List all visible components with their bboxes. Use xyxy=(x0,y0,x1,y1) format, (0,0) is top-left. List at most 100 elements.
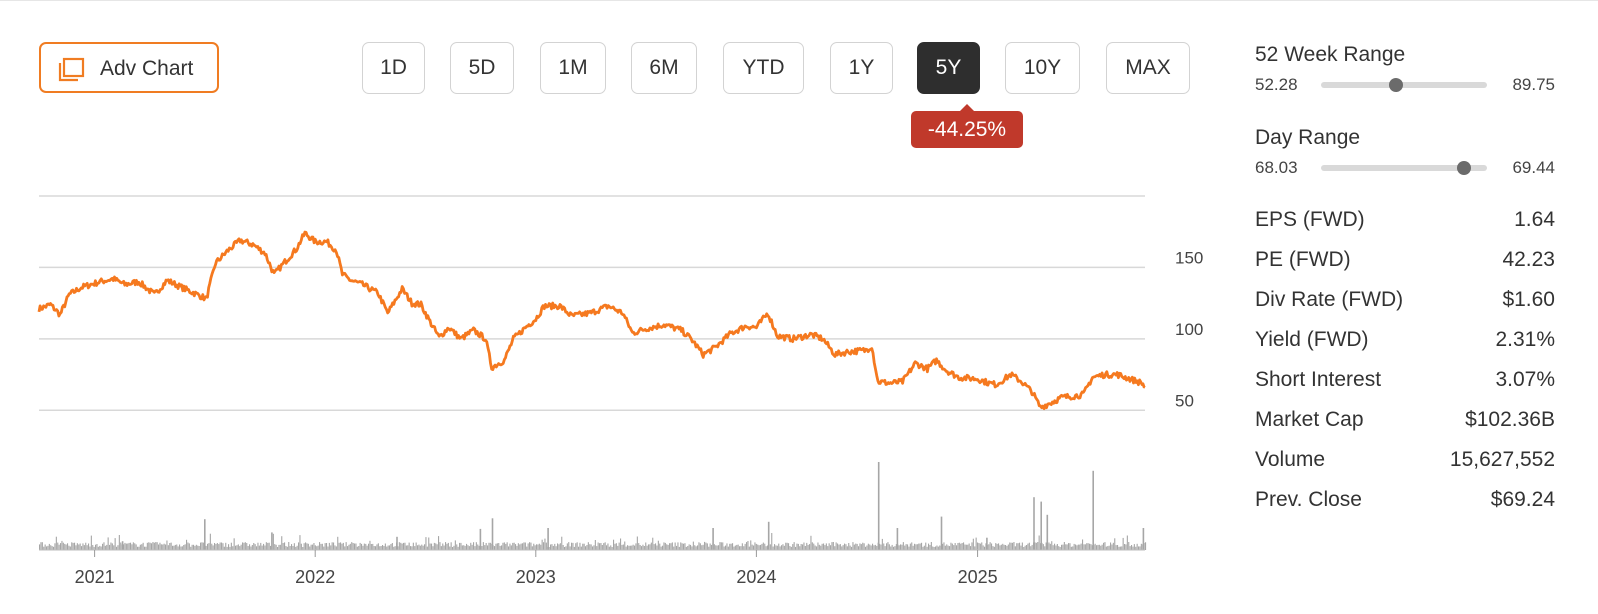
volume-bar xyxy=(400,542,402,550)
volume-bar xyxy=(474,546,476,550)
volume-bar xyxy=(1017,543,1019,550)
volume-bar xyxy=(281,536,283,550)
volume-bar xyxy=(524,542,526,550)
volume-bar xyxy=(407,545,409,550)
volume-bar xyxy=(354,543,356,550)
volume-bar xyxy=(436,544,438,550)
volume-bar xyxy=(1125,544,1127,550)
volume-bar xyxy=(1056,544,1058,550)
volume-bar xyxy=(1000,544,1002,550)
volume-bar xyxy=(432,546,434,550)
volume-bar xyxy=(799,546,801,550)
volume-bar xyxy=(884,546,886,550)
volume-bar xyxy=(1100,545,1102,550)
volume-bar xyxy=(803,542,805,550)
volume-bar xyxy=(501,545,503,550)
volume-bar xyxy=(286,546,288,550)
volume-bar xyxy=(592,546,594,550)
volume-bar xyxy=(494,546,496,550)
period-button-10y[interactable]: 10Y xyxy=(1005,42,1080,94)
volume-bar xyxy=(858,546,860,550)
volume-bar xyxy=(617,545,619,550)
volume-bar xyxy=(163,543,165,550)
volume-bar xyxy=(1110,542,1112,550)
volume-bar xyxy=(125,543,127,550)
volume-bar xyxy=(900,544,902,550)
period-button-1y[interactable]: 1Y xyxy=(830,42,893,94)
volume-spike xyxy=(121,541,124,550)
volume-bar xyxy=(46,546,48,550)
volume-bar xyxy=(935,546,937,550)
volume-bar xyxy=(972,538,974,550)
week52-marker xyxy=(1388,78,1403,92)
volume-bar xyxy=(446,543,448,550)
y-tick-label: 50 xyxy=(1175,391,1194,410)
volume-bar xyxy=(508,546,510,550)
volume-bar xyxy=(585,546,587,550)
period-button-ytd[interactable]: YTD xyxy=(723,42,804,94)
volume-bar xyxy=(788,543,790,550)
y-axis-labels: 50 100 150 xyxy=(1175,248,1203,410)
period-button-5d[interactable]: 5D xyxy=(450,42,514,94)
volume-bar xyxy=(901,544,903,550)
period-button-max[interactable]: MAX xyxy=(1106,42,1190,94)
period-button-1d[interactable]: 1D xyxy=(362,42,425,94)
volume-bar xyxy=(156,542,158,550)
volume-bar xyxy=(782,544,784,550)
volume-bar xyxy=(219,542,221,550)
volume-bar xyxy=(417,545,419,550)
volume-bar xyxy=(932,546,934,550)
volume-bar xyxy=(433,542,435,550)
volume-bar xyxy=(642,544,644,550)
volume-bar xyxy=(680,542,682,550)
volume-bar xyxy=(464,545,466,550)
volume-bar xyxy=(412,542,414,550)
period-button-6m[interactable]: 6M xyxy=(631,42,697,94)
volume-bar xyxy=(565,546,567,550)
volume-bar xyxy=(512,542,514,550)
volume-bar xyxy=(391,543,393,550)
volume-bar xyxy=(527,543,529,550)
volume-bar xyxy=(64,543,66,550)
volume-spike xyxy=(1142,528,1145,550)
volume-bar xyxy=(321,543,323,550)
volume-bar xyxy=(90,535,92,550)
volume-bar xyxy=(846,546,848,550)
volume-bar xyxy=(470,542,472,550)
volume-bar xyxy=(270,545,272,550)
period-button-1m[interactable]: 1M xyxy=(540,42,606,94)
volume-bar xyxy=(285,546,287,550)
volume-bar xyxy=(1026,545,1028,550)
volume-bar xyxy=(911,542,913,550)
volume-bar xyxy=(228,544,230,550)
volume-bar xyxy=(989,542,991,550)
volume-spike xyxy=(396,536,398,550)
volume-bar xyxy=(393,546,395,550)
volume-spike xyxy=(1092,470,1094,550)
volume-bar xyxy=(656,545,658,550)
volume-bar xyxy=(463,545,465,550)
volume-bar xyxy=(404,542,406,550)
volume-bar xyxy=(566,543,568,550)
period-button-5y[interactable]: 5Y xyxy=(917,42,980,94)
volume-bar xyxy=(676,545,678,550)
volume-bar xyxy=(113,545,115,550)
volume-bar xyxy=(496,543,498,550)
volume-bar xyxy=(569,546,571,550)
stat-label: Short Interest xyxy=(1255,368,1382,391)
volume-bar xyxy=(1090,544,1092,550)
volume-bar xyxy=(698,542,700,550)
volume-bar xyxy=(737,544,739,550)
volume-bar xyxy=(358,546,360,550)
adv-chart-button[interactable]: Adv Chart xyxy=(39,42,219,93)
volume-bar xyxy=(88,543,90,550)
x-tick-label: 2023 xyxy=(516,567,556,587)
volume-bar xyxy=(652,537,654,550)
volume-bar xyxy=(1059,547,1061,550)
volume-bar xyxy=(761,543,763,550)
volume-bar xyxy=(229,546,231,550)
day-range: 68.03 69.44 xyxy=(1255,156,1555,180)
x-tick-label: 2025 xyxy=(958,567,998,587)
volume-bar xyxy=(1114,538,1116,550)
volume-bar xyxy=(1101,544,1103,550)
